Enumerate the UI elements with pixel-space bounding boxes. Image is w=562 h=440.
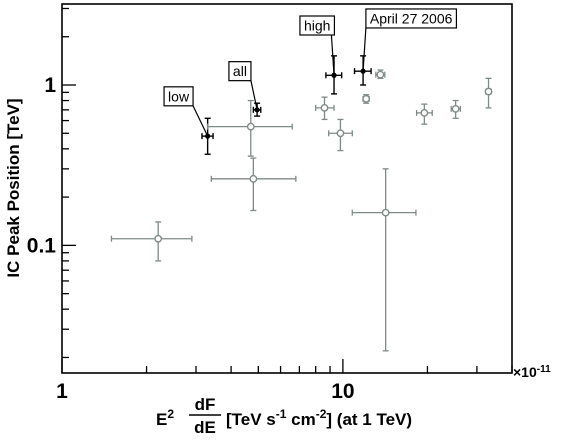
- data-point: [336, 129, 345, 138]
- annotation: high: [299, 15, 336, 76]
- annotation-box: [163, 86, 194, 107]
- markers: [154, 68, 493, 243]
- annotation-pointer: [362, 27, 367, 72]
- x-axis-label: E2 dF dE [TeV s-1 cm-2] (at 1 TeV): [156, 395, 412, 437]
- svg-text:E2: E2: [156, 407, 174, 429]
- annotation: April 27 2006: [362, 8, 458, 72]
- data-point: [320, 103, 329, 112]
- x-label-frac-num: dF: [195, 395, 216, 414]
- data-point: [376, 70, 385, 79]
- annotation-label: high: [304, 18, 330, 34]
- x-multiplier: ×10-11: [513, 364, 551, 380]
- annotation: low: [163, 86, 209, 137]
- y-tick-label: 0.1: [27, 234, 57, 257]
- tick-labels: 1 10 0.1 1: [27, 74, 355, 403]
- annotation-label: low: [168, 88, 190, 104]
- data-point: [381, 208, 390, 217]
- annotation-box: [299, 15, 336, 36]
- y-tick-label: 1: [44, 74, 56, 97]
- data-point: [420, 108, 429, 117]
- data-point: [484, 87, 493, 96]
- annotation: all: [228, 61, 258, 110]
- annotation-label: April 27 2006: [370, 10, 453, 26]
- data-point: [362, 94, 371, 103]
- plot-frame: [61, 3, 513, 374]
- annotation-pointer: [250, 80, 258, 110]
- annotations: low all high April 27 2006: [163, 8, 458, 137]
- x-label-prefix: E: [156, 410, 167, 429]
- x-label-frac-den: dE: [194, 418, 216, 437]
- x-tick-label: 1: [56, 380, 68, 403]
- axis-ticks: [61, 7, 513, 373]
- annotation-pointer: [192, 105, 209, 137]
- y-axis-label: IC Peak Position [TeV]: [4, 98, 23, 277]
- data-point: [154, 234, 163, 243]
- annotation-box: [228, 61, 252, 82]
- data-point: [246, 122, 255, 131]
- data-point: [451, 104, 460, 113]
- data-point: [249, 174, 258, 183]
- x-tick-label: 10: [331, 380, 354, 403]
- annotation-box: [365, 8, 458, 29]
- annotation-pointer: [330, 34, 335, 76]
- annotation-label: all: [233, 63, 247, 79]
- svg-text:[TeV s-1 cm-2] (at 1 TeV): [TeV s-1 cm-2] (at 1 TeV): [226, 407, 412, 429]
